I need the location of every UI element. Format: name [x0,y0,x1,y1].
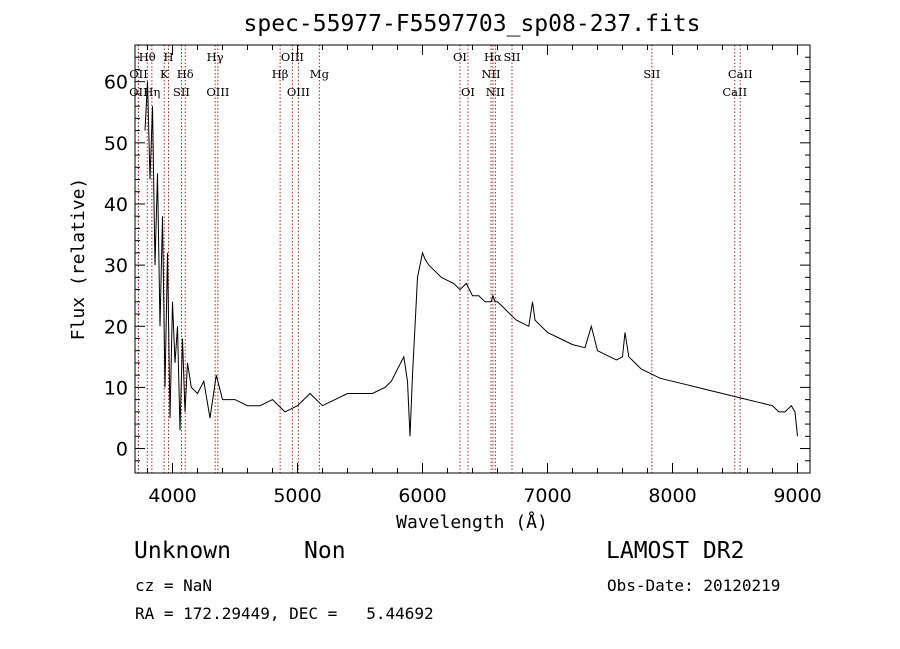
line-label-1: OII [129,67,148,81]
spectrum-chart: spec-55977-F5597703_sp08-237.fits Hθ OII H… [68,11,822,533]
line-label-10: OIII [281,50,304,64]
line-label-3: OII [129,85,148,99]
spectrum-line [144,81,798,437]
x-tick-label-9000: 9000 [773,485,821,507]
y-axis-label: Flux (relative) [68,178,89,341]
plot-frame [134,44,811,474]
survey-name: LAMOST DR2 [606,538,745,564]
line-label-22: CaII [722,85,747,99]
y-tick-label-20: 20 [104,316,128,338]
coordinates: RA = 172.29449, DEC = 5.44692 [135,604,434,623]
y-tick-label-0: 0 [116,439,128,461]
x-tick-label-5000: 5000 [273,485,321,507]
object-class: Unknown [134,538,231,564]
line-label-0: Hθ [139,50,156,64]
line-label-7: SII [173,85,190,99]
line-label-8: Hγ [207,50,224,64]
y-tick-label-10: 10 [104,377,128,399]
line-label-12: OIII [287,85,310,99]
line-label-20: SII [643,67,660,81]
x-tick-label-4000: 4000 [148,485,196,507]
x-axis-ticks: 4000 5000 6000 7000 8000 9000 [147,45,822,507]
line-label-19: NII [486,85,505,99]
y-tick-label-60: 60 [104,72,128,94]
y-tick-label-50: 50 [104,133,128,155]
object-subclass: Non [304,538,346,564]
line-label-17: SII [504,50,521,64]
redshift-value: cz = NaN [135,576,213,595]
line-label-13: Mg [310,67,330,81]
x-tick-label-6000: 6000 [398,485,446,507]
line-label-16: Hα [484,50,502,64]
x-tick-label-7000: 7000 [523,485,571,507]
y-tick-label-40: 40 [104,194,128,216]
y-axis-ticks: 0 10 20 30 40 50 60 [104,56,810,462]
line-label-15: OI [461,85,475,99]
line-label-14: OI [453,50,467,64]
x-axis-label: Wavelength (Å) [396,511,548,533]
line-label-21: CaII [728,67,753,81]
line-label-18: NII [481,67,500,81]
emission-line-markers [137,45,741,473]
y-tick-label-30: 30 [104,255,128,277]
line-label-5: K [160,67,169,81]
chart-title: spec-55977-F5597703_sp08-237.fits [244,11,701,37]
line-label-9: OIII [206,85,229,99]
line-label-4: H [163,50,173,64]
x-tick-label-8000: 8000 [648,485,696,507]
line-label-6: Hδ [177,67,194,81]
line-label-11: Hβ [272,67,289,81]
observation-date: Obs-Date: 20120219 [607,576,781,595]
